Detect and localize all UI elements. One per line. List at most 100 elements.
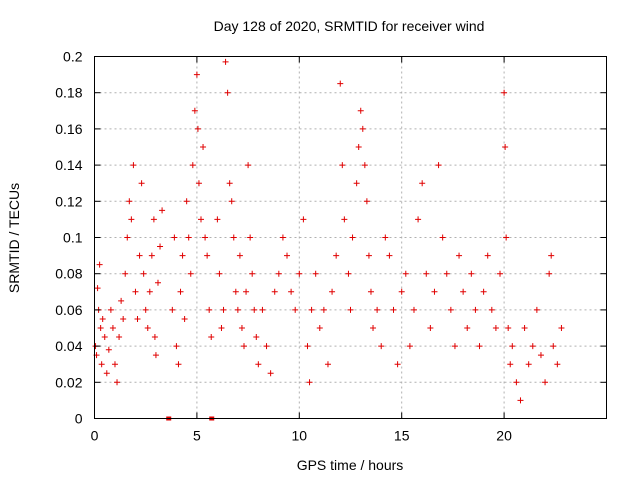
data-point [208,334,215,341]
data-point [554,361,561,368]
data-point [398,288,405,295]
data-point [128,216,135,223]
data-point [501,89,508,96]
data-point [503,234,510,241]
data-point [173,343,180,350]
data-point [138,180,145,187]
data-points [92,58,565,404]
data-point [191,107,198,114]
y-tick-label: 0 [75,411,83,427]
data-point [159,207,166,214]
data-point [447,306,454,313]
data-point [443,270,450,277]
data-point [101,334,108,341]
data-point [228,198,235,205]
data-point [312,270,319,277]
data-point [507,361,514,368]
data-point [109,325,116,331]
data-point [431,288,438,295]
data-point [185,234,192,241]
data-point [533,306,540,313]
data-point [140,270,147,277]
data-point [241,343,248,350]
data-point [204,252,211,259]
data-point [480,288,487,295]
x-axis: 0 5 10 15 20 [91,56,512,444]
data-point [300,216,307,223]
y-tick-label: 0.16 [55,121,82,137]
data-point [222,58,229,65]
data-point [306,379,313,386]
data-point [107,306,114,313]
data-point [472,306,479,313]
x-tick-label: 20 [496,428,512,444]
data-point [361,162,368,169]
data-point [96,261,103,268]
data-point [279,234,286,241]
data-point [492,325,499,331]
data-point [329,288,336,295]
data-point [345,270,352,277]
data-point [357,107,364,114]
data-point [263,343,270,350]
data-point [120,315,127,322]
data-point [220,306,227,313]
data-point [124,234,131,241]
data-point [175,361,182,368]
data-point [456,252,463,259]
data-point [460,288,467,295]
data-point [548,252,555,259]
data-point [94,285,101,292]
data-point [468,270,475,277]
data-point [406,343,413,350]
y-tick-label: 0.2 [63,49,83,65]
data-point [521,325,528,331]
data-point [505,325,512,331]
data-point [341,216,348,223]
data-point [537,352,544,359]
data-point [304,343,311,350]
data-point [271,288,278,295]
y-axis: 0 0.02 0.04 0.06 0.08 0.1 0.12 0.14 0.16 0.18 0.2 [55,49,607,427]
data-point [558,325,565,331]
data-point [349,234,356,241]
data-point [542,379,549,386]
data-point [464,325,471,331]
data-point [249,270,256,277]
data-point [253,334,260,341]
data-point [365,252,372,259]
data-point [234,306,241,313]
data-point [154,279,161,286]
x-tick-label: 0 [91,428,99,444]
data-point [197,216,204,223]
data-point [296,270,303,277]
data-point [97,325,104,331]
y-tick-label: 0.12 [55,193,82,209]
data-point [230,234,237,241]
data-point [224,89,231,96]
data-point [150,216,157,223]
data-point [484,252,491,259]
data-point [247,234,254,241]
data-point [169,306,176,313]
data-point [502,144,509,150]
data-point [144,325,151,331]
y-axis-label: SRMTID / TECUs [6,183,22,293]
data-point [105,346,112,353]
data-point [226,180,233,187]
y-tick-label: 0.02 [55,374,82,390]
data-point [181,315,188,322]
data-point [218,325,225,331]
data-point [177,288,184,295]
data-point [529,343,536,350]
data-point [126,198,133,205]
data-point [355,144,362,150]
data-point [488,306,495,313]
data-point [476,343,483,350]
data-point [238,325,245,331]
data-point [152,352,159,359]
data-point [439,234,446,241]
data-point [195,180,202,187]
data-point [284,252,291,259]
